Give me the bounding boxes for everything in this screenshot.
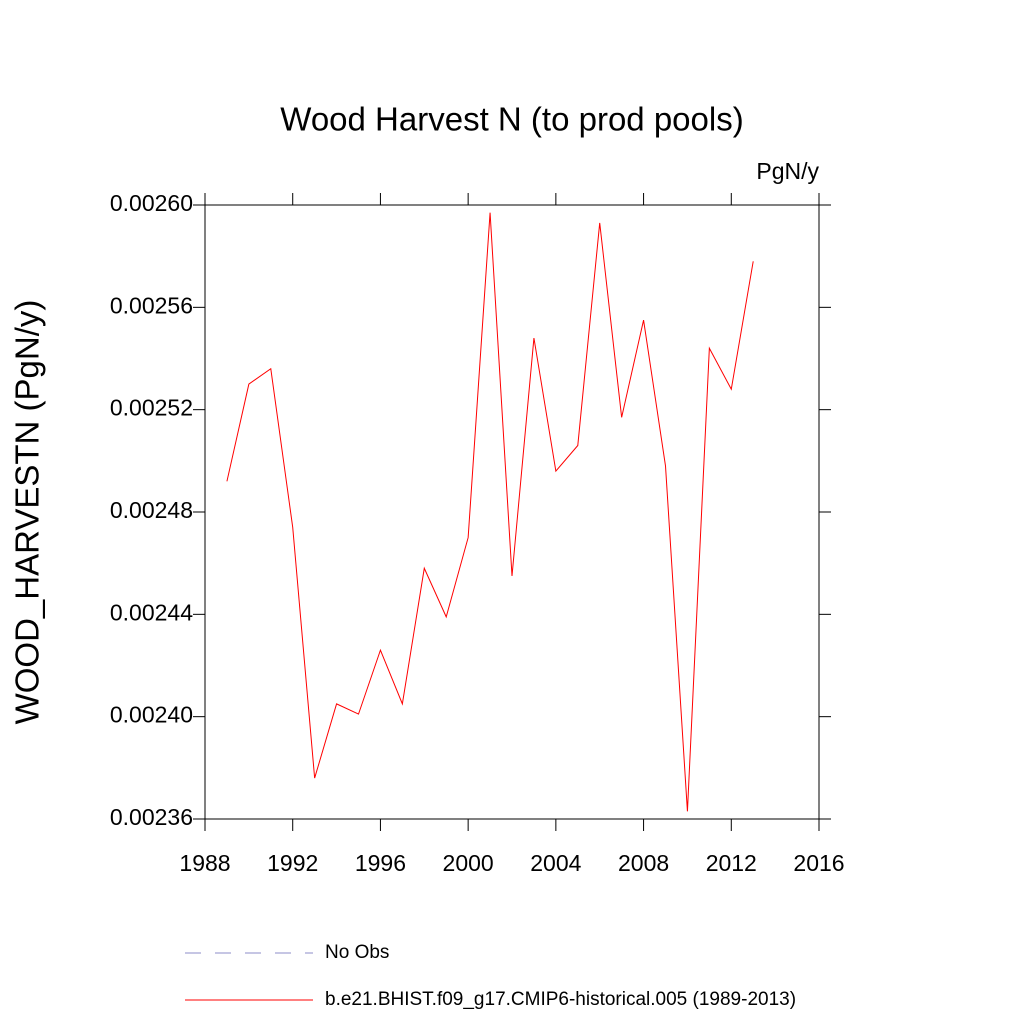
chart-title: Wood Harvest N (to prod pools)	[280, 101, 743, 138]
x-tick-label: 2004	[530, 850, 581, 876]
x-tick-label: 1992	[267, 850, 318, 876]
y-tick-label: 0.00244	[110, 599, 193, 625]
y-tick-label: 0.00256	[110, 292, 193, 318]
y-tick-label: 0.00252	[110, 395, 193, 421]
y-tick-label: 0.00236	[110, 804, 193, 830]
legend-label: No Obs	[325, 942, 389, 963]
y-tick-label: 0.00248	[110, 497, 193, 523]
units-label: PgN/y	[756, 158, 819, 184]
legend-label: b.e21.BHIST.f09_g17.CMIP6-historical.005…	[325, 989, 796, 1010]
data-line	[226, 212, 754, 812]
plot-frame	[204, 204, 820, 820]
y-axis-label: WOOD_HARVESTN (PgN/y)	[9, 300, 46, 725]
x-tick-label: 2000	[443, 850, 494, 876]
y-tick-label: 0.00260	[110, 190, 193, 216]
x-tick-label: 1996	[355, 850, 406, 876]
x-tick-label: 1988	[179, 850, 230, 876]
x-tick-label: 2016	[793, 850, 844, 876]
y-tick-label: 0.00240	[110, 702, 193, 728]
x-tick-label: 2008	[618, 850, 669, 876]
x-tick-label: 2012	[706, 850, 757, 876]
